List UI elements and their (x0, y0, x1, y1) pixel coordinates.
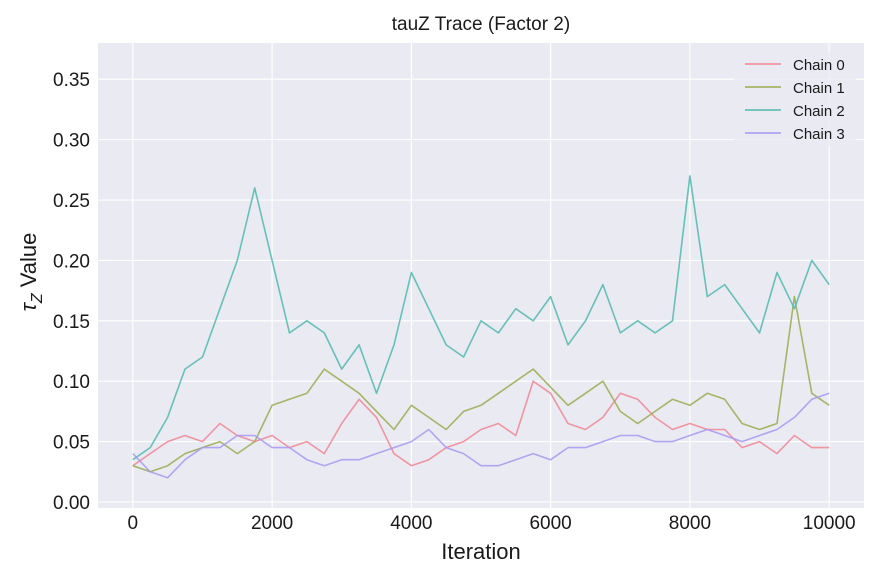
x-tick-label: 10000 (803, 513, 856, 534)
x-tick-label: 6000 (529, 513, 571, 534)
y-tick-label: 0.30 (53, 131, 90, 152)
x-tick-label: 2000 (251, 513, 293, 534)
legend-label: Chain 2 (793, 103, 845, 120)
y-axis-label: τZ Value (16, 233, 46, 312)
legend-label: Chain 3 (793, 126, 845, 143)
y-axis-label-symbol: τ (16, 301, 41, 311)
y-tick-label: 0.15 (53, 312, 90, 333)
x-tick-label: 4000 (390, 513, 432, 534)
x-tick-label: 8000 (669, 513, 711, 534)
chart-title: tauZ Trace (Factor 2) (392, 14, 570, 35)
series-line-chain-0 (132, 380, 830, 467)
legend-entry: Chain 3 (745, 126, 845, 143)
series-line-chain-2 (132, 175, 830, 461)
y-tick-label: 0.10 (53, 372, 90, 393)
series-line-chain-3 (132, 392, 830, 479)
y-tick-label: 0.25 (53, 191, 90, 212)
legend: Chain 0 Chain 1 Chain 2 Chain 3 (734, 52, 856, 146)
y-axis-label-text: Value (16, 233, 41, 294)
y-axis-label-subscript: Z (29, 292, 46, 304)
series-group (132, 175, 830, 479)
legend-entry: Chain 2 (745, 103, 845, 120)
legend-label: Chain 1 (793, 80, 845, 97)
y-tick-label: 0.00 (53, 493, 90, 514)
legend-box (734, 52, 856, 146)
x-tick-label: 0 (128, 513, 139, 534)
x-axis-label: Iteration (441, 539, 521, 564)
y-tick-label: 0.20 (53, 251, 90, 272)
series-line-chain-1 (132, 295, 830, 473)
y-tick-label: 0.35 (53, 70, 90, 91)
legend-entry: Chain 0 (745, 57, 845, 74)
y-tick-label: 0.05 (53, 433, 90, 454)
tick-labels: 0 2000 4000 6000 8000 10000 0.00 0.05 0.10 0.15 0.… (53, 70, 856, 534)
legend-label: Chain 0 (793, 57, 845, 74)
legend-entry: Chain 1 (745, 80, 845, 97)
